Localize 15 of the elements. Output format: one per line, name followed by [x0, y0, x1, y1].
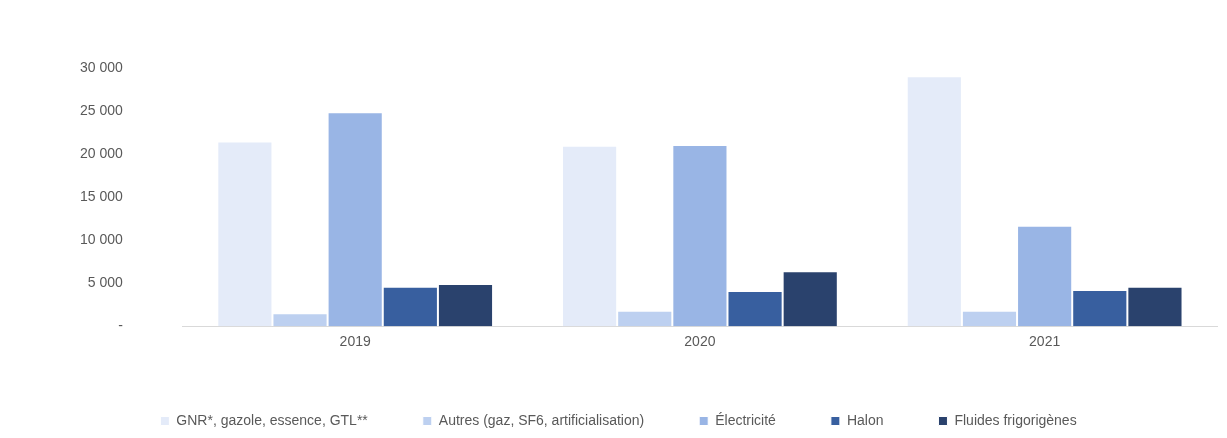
- y-tick-label: 25 000: [79, 102, 124, 119]
- x-tick-label: 2020: [684, 333, 716, 350]
- legend-label: Fluides frigorigènes: [954, 411, 1077, 428]
- y-tick-label: 20 000: [79, 145, 124, 162]
- legend-label: Électricité: [715, 411, 777, 428]
- x-tick-label: 2021: [1029, 333, 1061, 350]
- y-tick-label: -: [118, 317, 124, 334]
- legend-label: Halon: [846, 411, 884, 428]
- y-tick-label: 30 000: [79, 59, 124, 76]
- y-tick-label: 5 000: [87, 274, 124, 291]
- y-tick-label: 10 000: [79, 231, 124, 248]
- x-tick-label: 2019: [339, 333, 371, 350]
- legend-label: Autres (gaz, SF6, artificialisation): [438, 411, 645, 428]
- y-tick-label: 15 000: [79, 188, 124, 205]
- legend-label: GNR*, gazole, essence, GTL**: [176, 411, 369, 428]
